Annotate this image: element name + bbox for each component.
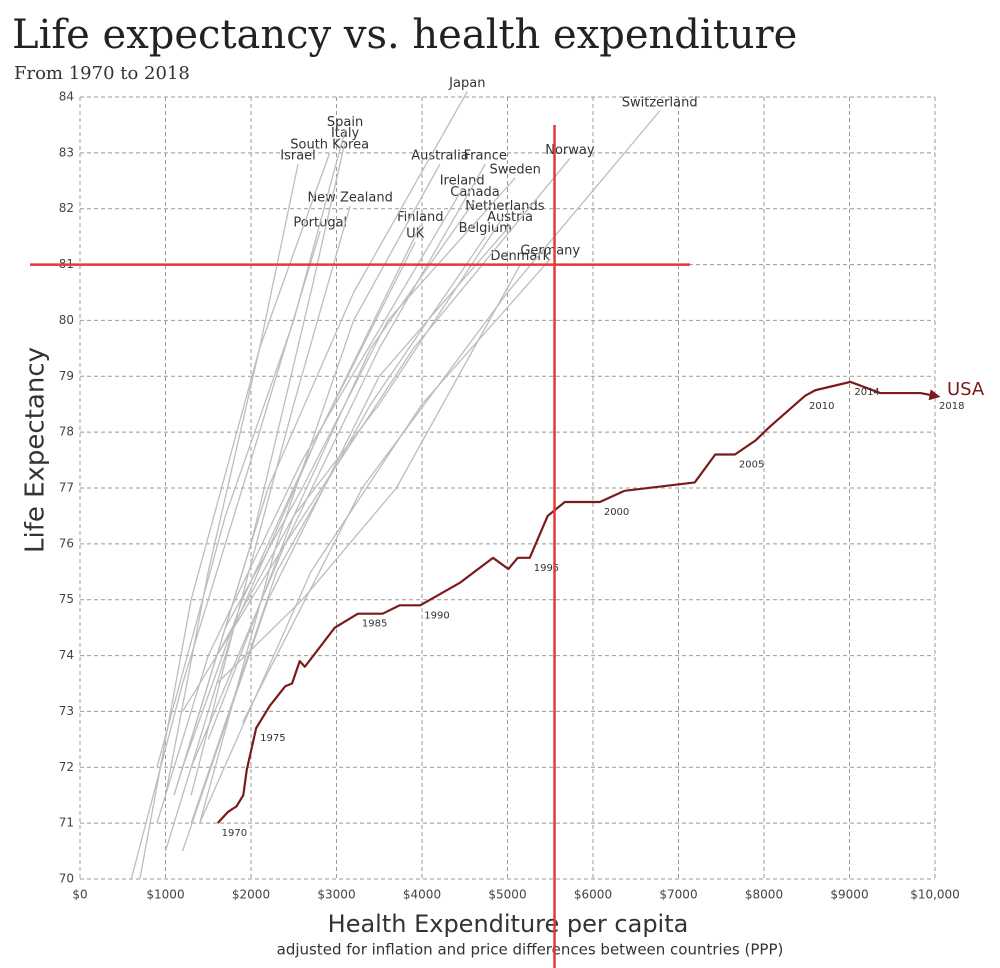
x-axis-sublabel: adjusted for inflation and price differe…: [277, 941, 784, 959]
country-label: Switzerland: [622, 95, 698, 110]
chart-subtitle: From 1970 to 2018: [14, 63, 190, 84]
country-label: New Zealand: [307, 190, 392, 205]
year-label: 1985: [362, 619, 387, 630]
x-tick-label: $5000: [488, 888, 526, 902]
country-line: [190, 163, 486, 768]
country-line: [190, 205, 351, 796]
country-label: Sweden: [490, 162, 541, 177]
y-tick-label: 72: [59, 760, 74, 774]
country-label: Australia: [411, 149, 469, 164]
country-label: Japan: [448, 76, 485, 91]
chart-title: Life expectancy vs. health expenditure: [12, 12, 797, 58]
year-label: 1990: [424, 610, 449, 621]
y-tick-label: 83: [59, 145, 74, 159]
year-label: 1975: [260, 733, 285, 744]
x-tick-label: $2000: [232, 888, 270, 902]
y-tick-label: 84: [59, 90, 74, 104]
country-line: [182, 158, 571, 712]
year-label: 1995: [534, 563, 559, 574]
year-label: 2005: [739, 459, 764, 470]
x-tick-label: $0: [72, 888, 87, 902]
y-tick-label: 70: [59, 872, 74, 886]
y-tick-label: 71: [59, 816, 74, 830]
y-tick-label: 77: [59, 481, 74, 495]
country-line: [156, 130, 346, 768]
x-tick-label: $3000: [317, 888, 355, 902]
y-tick-label: 79: [59, 369, 74, 383]
y-tick-label: 82: [59, 201, 74, 215]
year-label: 1970: [222, 828, 247, 839]
y-tick-label: 75: [59, 592, 74, 606]
country-line: [130, 230, 321, 880]
y-tick-label: 73: [59, 704, 74, 718]
x-tick-label: $10,000: [910, 888, 960, 902]
country-label: Denmark: [490, 249, 550, 264]
country-line: [224, 177, 516, 628]
y-tick-label: 74: [59, 648, 74, 662]
x-tick-label: $8000: [745, 888, 783, 902]
x-tick-label: $6000: [574, 888, 612, 902]
country-label: Austria: [487, 210, 533, 225]
country-label: France: [464, 149, 507, 164]
year-label: 2010: [809, 401, 834, 412]
country-line: [164, 163, 299, 796]
country-line: [173, 91, 468, 796]
country-line: [173, 141, 346, 796]
country-label: Germany: [520, 243, 580, 258]
country-line: [216, 264, 521, 684]
country-line: [164, 225, 421, 852]
y-axis-label: Life Expectancy: [21, 347, 51, 553]
x-tick-label: $4000: [403, 888, 441, 902]
y-tick-label: 76: [59, 536, 74, 550]
country-line: [181, 225, 511, 852]
x-tick-label: $9000: [830, 888, 868, 902]
y-tick-label: 80: [59, 313, 74, 327]
country-line: [199, 163, 441, 824]
country-line: [216, 213, 506, 656]
plot: 707172737475767778798081828384$0$1000$20…: [30, 76, 985, 968]
country-line: [241, 110, 661, 723]
country-label: Italy: [331, 126, 360, 141]
x-axis-label: Health Expenditure per capita: [328, 910, 689, 938]
y-tick-label: 78: [59, 425, 74, 439]
country-label: Netherlands: [465, 199, 544, 214]
country-line: [156, 188, 463, 824]
country-line: [139, 152, 331, 880]
country-line: [207, 199, 476, 740]
x-tick-label: $1000: [146, 888, 184, 902]
country-line: [181, 241, 416, 768]
country-label: Spain: [327, 115, 363, 130]
year-label: 2000: [604, 507, 629, 518]
usa-line: [216, 380, 941, 824]
series-label: USA: [947, 379, 985, 400]
x-tick-label: $7000: [659, 888, 697, 902]
country-label: Finland: [397, 210, 443, 225]
country-label: Canada: [450, 185, 499, 200]
country-label: Israel: [280, 149, 316, 164]
country-label: Norway: [545, 143, 595, 158]
year-label: 2014: [854, 387, 879, 398]
country-label: South Korea: [290, 137, 369, 152]
year-label: 2018: [939, 401, 964, 412]
